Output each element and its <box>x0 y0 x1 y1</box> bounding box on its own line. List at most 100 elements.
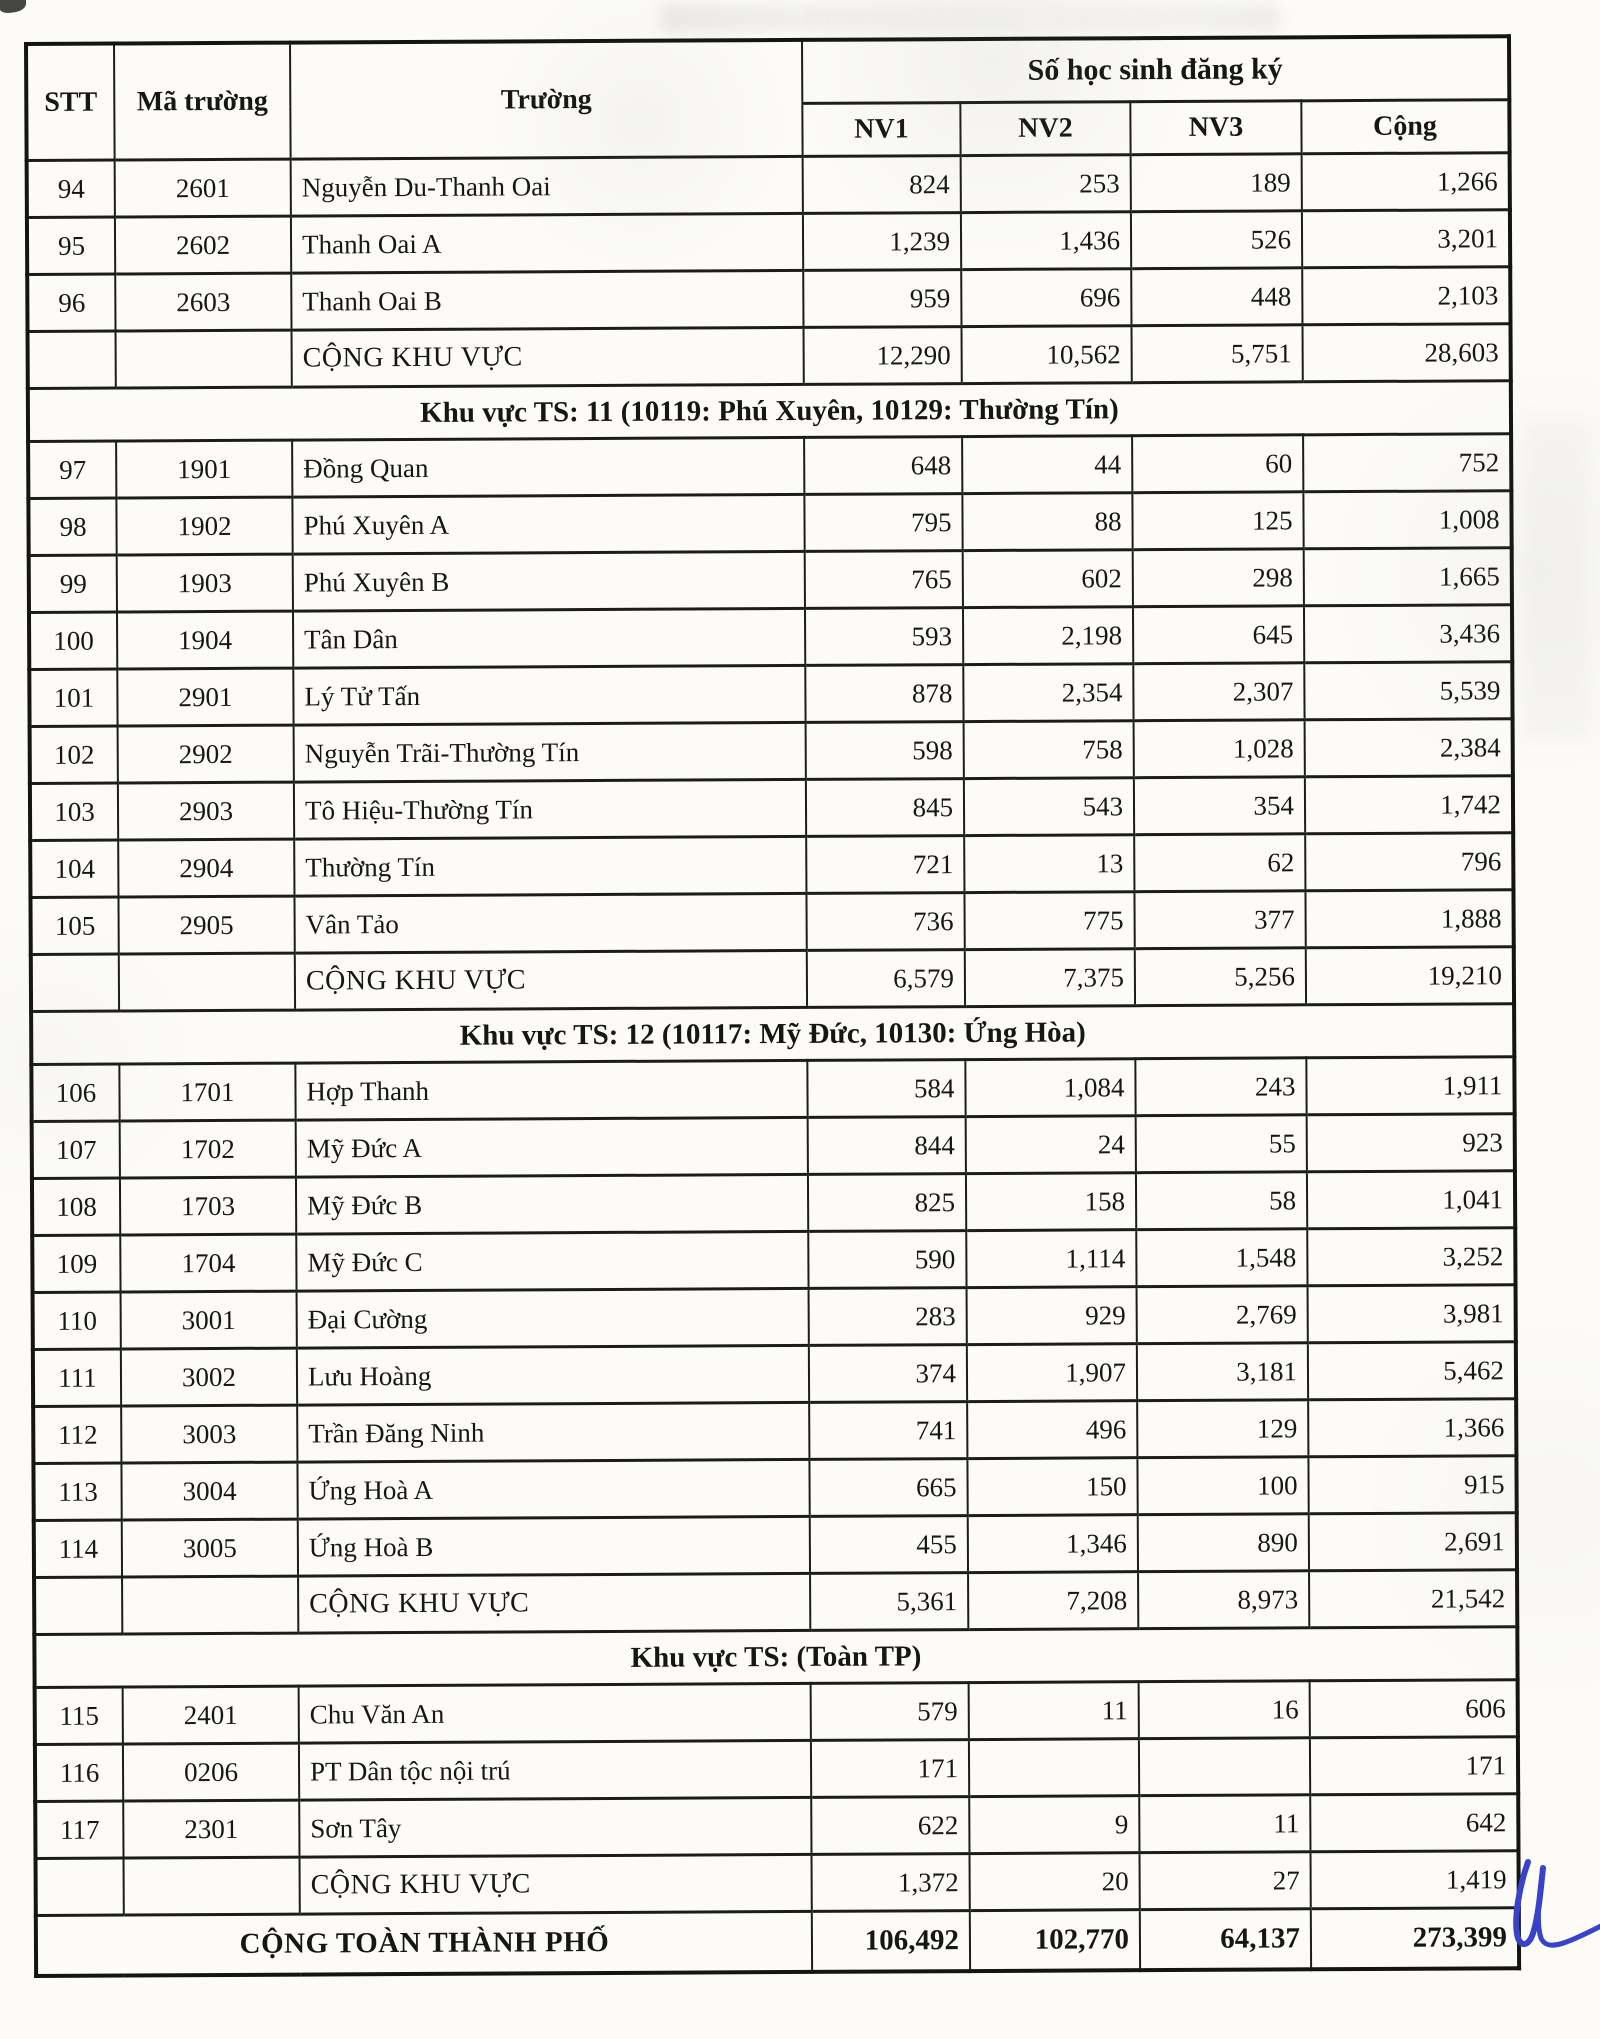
registration-table: STT Mã trường Trường Số học sinh đăng ký… <box>24 34 1522 1978</box>
cell-school-code: 2902 <box>117 725 294 784</box>
cell-nv1: 584 <box>807 1059 966 1118</box>
cell-stt: 111 <box>32 1349 122 1407</box>
cell-school-code: 2602 <box>114 216 292 275</box>
cell-cong: 796 <box>1305 832 1514 891</box>
cell-nv2: 758 <box>963 720 1134 779</box>
school-row: 110 3001 Đại Cường 283 929 2,769 3,981 <box>32 1284 1516 1350</box>
cell-nv1: 825 <box>807 1173 967 1232</box>
cell-stt-empty <box>34 1577 123 1635</box>
cell-stt: 103 <box>29 783 119 841</box>
school-row: 95 2602 Thanh Oai A 1,239 1,436 526 3,201 <box>26 209 1511 275</box>
cell-nv2: 13 <box>964 834 1135 893</box>
subtotal-label: CỘNG KHU VỰC <box>299 1854 812 1915</box>
school-row: 108 1703 Mỹ Đức B 825 158 58 1,041 <box>31 1170 1516 1236</box>
cell-nv1: 12,290 <box>803 326 962 385</box>
cell-nv2 <box>968 1738 1140 1797</box>
table-body: 94 2601 Nguyễn Du-Thanh Oai 824 253 189 1,266 9… <box>26 152 1520 1976</box>
cell-stt: 109 <box>32 1235 121 1293</box>
cell-nv1: 824 <box>802 155 961 214</box>
cell-nv3: 62 <box>1134 833 1306 892</box>
cell-nv3: 100 <box>1137 1456 1309 1515</box>
cell-nv3: 60 <box>1132 434 1304 493</box>
cell-nv3: 16 <box>1138 1680 1310 1739</box>
cell-nv3: 58 <box>1135 1171 1308 1230</box>
cell-school-code: 1902 <box>116 497 293 556</box>
cell-school-name: Thanh Oai A <box>290 213 804 274</box>
cell-school-name: Đại Cường <box>296 1288 809 1349</box>
cell-nv3: 3,181 <box>1136 1342 1309 1401</box>
cell-school-code: 1903 <box>116 554 293 613</box>
school-row: 104 2904 Thường Tín 721 13 62 796 <box>30 832 1514 898</box>
cell-stt: 100 <box>28 612 118 670</box>
cell-nv2: 10,562 <box>961 325 1132 384</box>
region-subtotal-row: CỘNG KHU VỰC 6,579 7,375 5,256 19,210 <box>30 946 1515 1012</box>
cell-nv3: 890 <box>1137 1513 1310 1572</box>
cell-school-name: Nguyễn Du-Thanh Oai <box>290 156 803 217</box>
cell-school-name: Thường Tín <box>294 836 807 897</box>
cell-school-name: Mỹ Đức C <box>296 1231 809 1292</box>
cell-nv3: 645 <box>1132 605 1305 664</box>
region-title: Khu vực TS: 11 (10119: Phú Xuyên, 10129:… <box>27 380 1512 442</box>
scan-artifact <box>1524 420 1590 740</box>
cell-school-code: 0206 <box>122 1743 300 1802</box>
cell-cong: 1,366 <box>1308 1398 1517 1457</box>
cell-nv1: 579 <box>810 1682 969 1741</box>
cell-school-code: 2901 <box>117 668 294 727</box>
cell-cong: 28,603 <box>1302 323 1511 382</box>
cell-school-code: 3002 <box>120 1348 298 1407</box>
cell-cong: 3,252 <box>1307 1227 1516 1286</box>
cell-school-code: 2904 <box>118 839 295 898</box>
cell-nv2: 102,770 <box>969 1909 1141 1972</box>
cell-nv3: 129 <box>1137 1399 1309 1458</box>
cell-nv2: 24 <box>965 1115 1136 1174</box>
cell-school-code: 2903 <box>117 782 295 841</box>
school-row: 103 2903 Tô Hiệu-Thường Tín 845 543 354 1,742 <box>29 775 1514 841</box>
cell-cong: 1,041 <box>1306 1170 1516 1229</box>
cell-stt-empty <box>30 954 120 1012</box>
cell-stt: 108 <box>31 1178 121 1236</box>
cell-nv1: 721 <box>806 835 965 894</box>
grand-total-row: CỘNG TOÀN THÀNH PHỐ 106,492 102,770 64,137 2… <box>35 1907 1520 1976</box>
cell-nv1: 741 <box>809 1401 968 1460</box>
cell-nv3: 298 <box>1132 548 1304 607</box>
cell-nv2: 696 <box>961 268 1132 327</box>
cell-nv1: 283 <box>808 1287 967 1346</box>
cell-cong: 5,462 <box>1307 1341 1517 1400</box>
subtotal-label: CỘNG KHU VỰC <box>294 950 808 1011</box>
cell-stt: 114 <box>33 1520 123 1578</box>
cell-stt: 96 <box>27 274 116 332</box>
grand-total-label: CỘNG TOÀN THÀNH PHỐ <box>35 1911 813 1976</box>
cell-stt: 105 <box>30 897 119 955</box>
school-row: 107 1702 Mỹ Đức A 844 24 55 923 <box>31 1113 1515 1179</box>
cell-cong: 1,419 <box>1310 1850 1519 1909</box>
school-row: 111 3002 Lưu Hoàng 374 1,907 3,181 5,462 <box>32 1341 1517 1407</box>
cell-nv3: 2,307 <box>1133 662 1305 721</box>
col-header-truong: Trường <box>290 39 803 160</box>
cell-cong: 1,888 <box>1305 889 1514 948</box>
cell-nv2: 1,114 <box>966 1229 1137 1288</box>
cell-code-empty <box>115 330 292 389</box>
col-header-ma-truong: Mã trường <box>114 42 291 161</box>
cell-school-name: Mỹ Đức B <box>295 1174 809 1235</box>
cell-nv3: 526 <box>1130 210 1303 269</box>
header-row-1: STT Mã trường Trường Số học sinh đăng ký <box>26 36 1510 161</box>
cell-nv2: 150 <box>967 1457 1138 1516</box>
cell-school-name: Vân Tảo <box>294 893 807 954</box>
cell-cong: 1,742 <box>1304 775 1514 834</box>
region-header-row: Khu vực TS: 11 (10119: Phú Xuyên, 10129:… <box>27 380 1512 442</box>
cell-cong: 606 <box>1309 1679 1518 1738</box>
cell-nv3: 377 <box>1134 890 1306 949</box>
cell-school-code: 3003 <box>121 1405 298 1464</box>
school-row: 102 2902 Nguyễn Trãi-Thường Tín 598 758 1,028… <box>29 718 1513 784</box>
cell-stt: 95 <box>26 217 116 275</box>
school-row: 113 3004 Ứng Hoà A 665 150 100 915 <box>33 1455 1517 1521</box>
school-row: 106 1701 Hợp Thanh 584 1,084 243 1,911 <box>31 1056 1515 1122</box>
cell-code-empty <box>122 1576 299 1635</box>
cell-nv3: 1,548 <box>1136 1228 1308 1287</box>
cell-nv2: 9 <box>969 1795 1140 1854</box>
cell-nv1: 622 <box>811 1796 970 1855</box>
cell-nv3: 27 <box>1139 1851 1311 1910</box>
cell-cong: 1,911 <box>1306 1056 1515 1115</box>
school-row: 94 2601 Nguyễn Du-Thanh Oai 824 253 189 1,266 <box>26 152 1510 218</box>
school-row: 115 2401 Chu Văn An 579 11 16 606 <box>34 1679 1518 1745</box>
